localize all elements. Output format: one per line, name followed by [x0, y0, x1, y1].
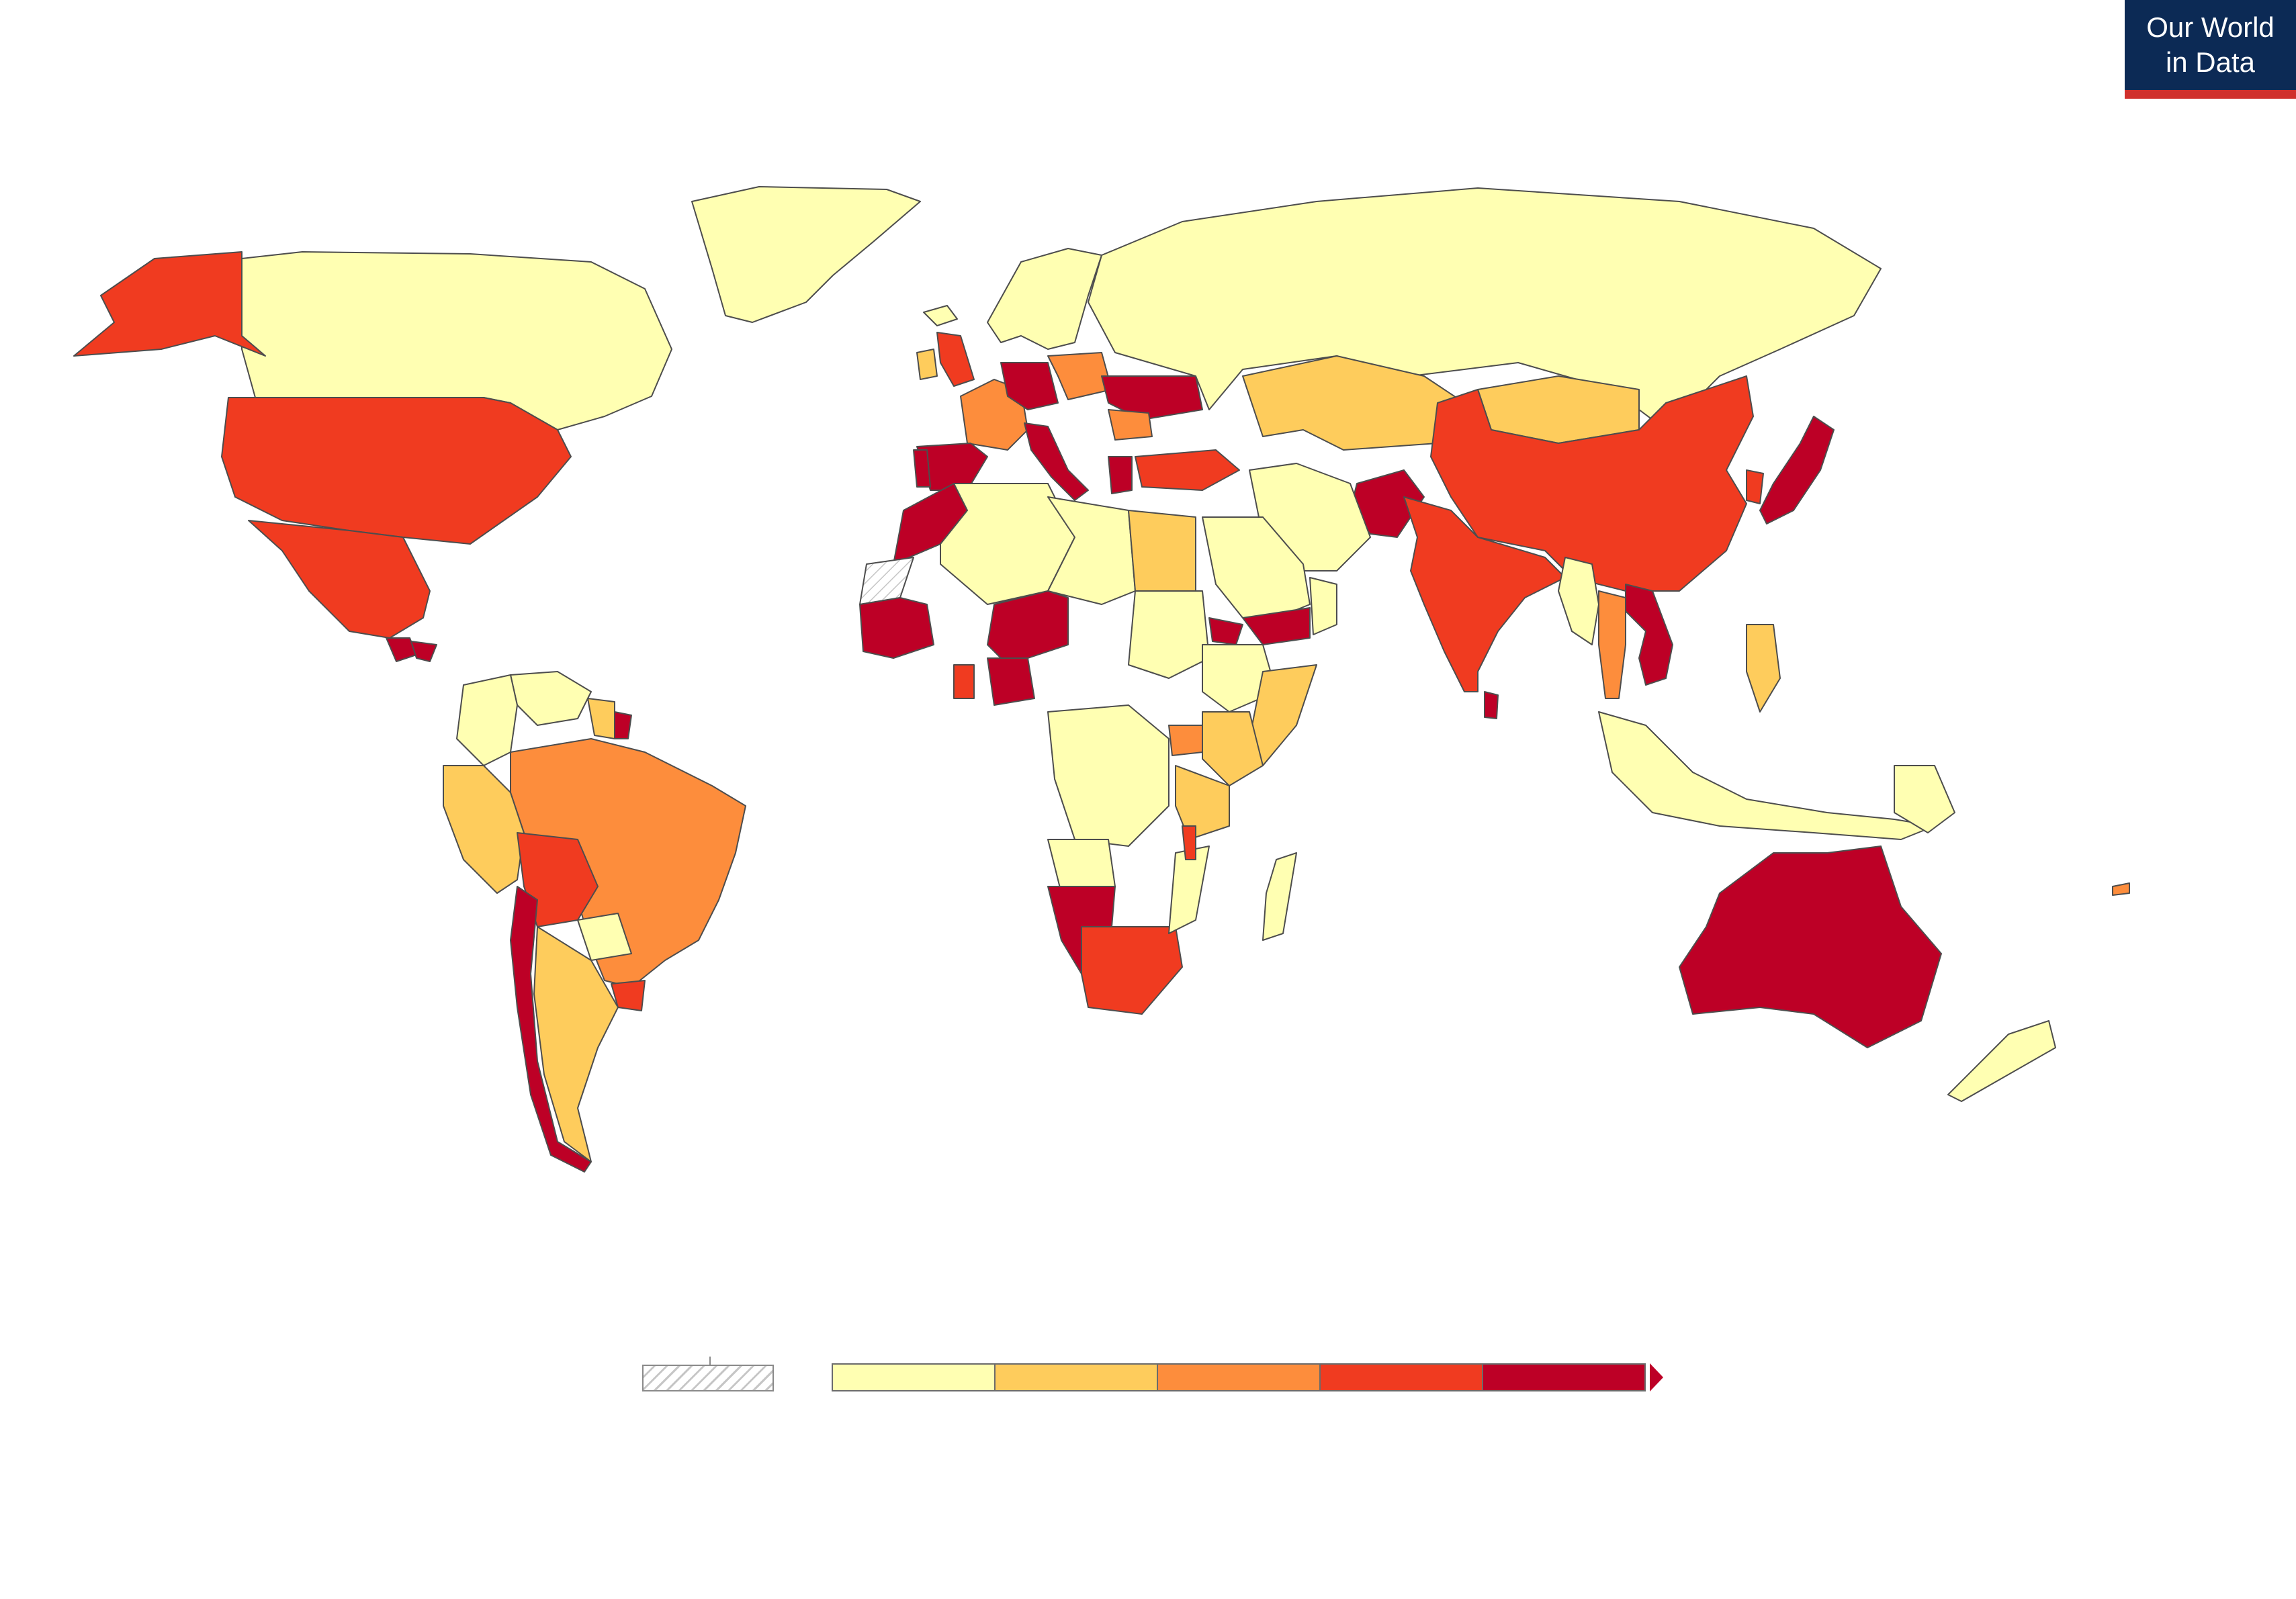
region-sudan[interactable] — [1128, 590, 1210, 679]
region-south-korea[interactable] — [1746, 469, 1764, 504]
region-greenland[interactable] — [691, 186, 921, 323]
region-tanzania[interactable] — [1175, 765, 1230, 840]
region-greece[interactable] — [1108, 456, 1133, 494]
region-nigeria[interactable] — [987, 657, 1035, 706]
region-new-zealand[interactable] — [1947, 1020, 2056, 1102]
region-indonesia[interactable] — [1598, 711, 1935, 840]
region-india[interactable] — [1403, 496, 1566, 692]
region-dr-congo[interactable] — [1047, 704, 1169, 847]
region-italy[interactable] — [1024, 422, 1089, 501]
region-malawi[interactable] — [1182, 825, 1196, 860]
region-iceland[interactable] — [923, 305, 958, 326]
region-eritrea[interactable] — [1208, 617, 1243, 645]
region-western-sahara[interactable] — [859, 557, 914, 605]
region-uganda[interactable] — [1168, 725, 1203, 756]
region-germany[interactable] — [1000, 362, 1059, 410]
region-uruguay[interactable] — [611, 980, 646, 1011]
region-colombia[interactable] — [456, 674, 518, 766]
region-ireland[interactable] — [916, 349, 938, 380]
region-peru[interactable] — [443, 765, 525, 894]
region-niger[interactable] — [987, 590, 1069, 666]
region-poland[interactable] — [1047, 352, 1112, 400]
region-romania[interactable] — [1108, 409, 1153, 441]
region-philippines[interactable] — [1746, 624, 1781, 713]
region-vietnam[interactable] — [1625, 584, 1673, 686]
region-scandinavia[interactable] — [987, 248, 1102, 350]
region-suriname[interactable] — [587, 698, 615, 739]
region-united-states[interactable] — [221, 397, 572, 545]
region-turkey[interactable] — [1135, 449, 1240, 491]
region-ghana[interactable] — [953, 664, 975, 699]
region-sri-lanka[interactable] — [1484, 691, 1499, 719]
region-myanmar[interactable] — [1558, 557, 1599, 645]
region-australia[interactable] — [1679, 846, 1942, 1048]
region-south-africa[interactable] — [1081, 926, 1183, 1015]
region-mozambique[interactable] — [1168, 846, 1210, 934]
region-honduras[interactable] — [410, 641, 437, 662]
region-venezuela[interactable] — [510, 671, 592, 726]
region-papua-new-guinea[interactable] — [1894, 765, 1955, 833]
region-thailand[interactable] — [1598, 590, 1626, 699]
region-portugal[interactable] — [913, 449, 931, 488]
region-paraguay[interactable] — [577, 913, 632, 961]
region-french-guiana[interactable] — [614, 711, 632, 739]
region-mauritania[interactable] — [859, 597, 934, 659]
region-united-kingdom[interactable] — [936, 332, 975, 387]
owid-logo[interactable]: Our World in Data — [2125, 0, 2296, 99]
region-alaska[interactable] — [73, 251, 266, 357]
region-yemen[interactable] — [1242, 607, 1311, 645]
region-egypt[interactable] — [1128, 510, 1196, 592]
logo-accent-bar — [2125, 90, 2296, 99]
region-fiji[interactable] — [2112, 882, 2130, 896]
region-argentina[interactable] — [533, 926, 619, 1162]
region-oman[interactable] — [1309, 577, 1337, 635]
region-madagascar[interactable] — [1262, 852, 1297, 941]
logo-line-1: Our World — [2146, 11, 2275, 43]
region-angola[interactable] — [1047, 839, 1116, 894]
region-ukraine[interactable] — [1101, 375, 1203, 420]
region-japan[interactable] — [1759, 416, 1835, 524]
region-chile[interactable] — [510, 886, 592, 1173]
region-mexico[interactable] — [248, 520, 431, 639]
logo-line-2: in Data — [2165, 46, 2256, 78]
